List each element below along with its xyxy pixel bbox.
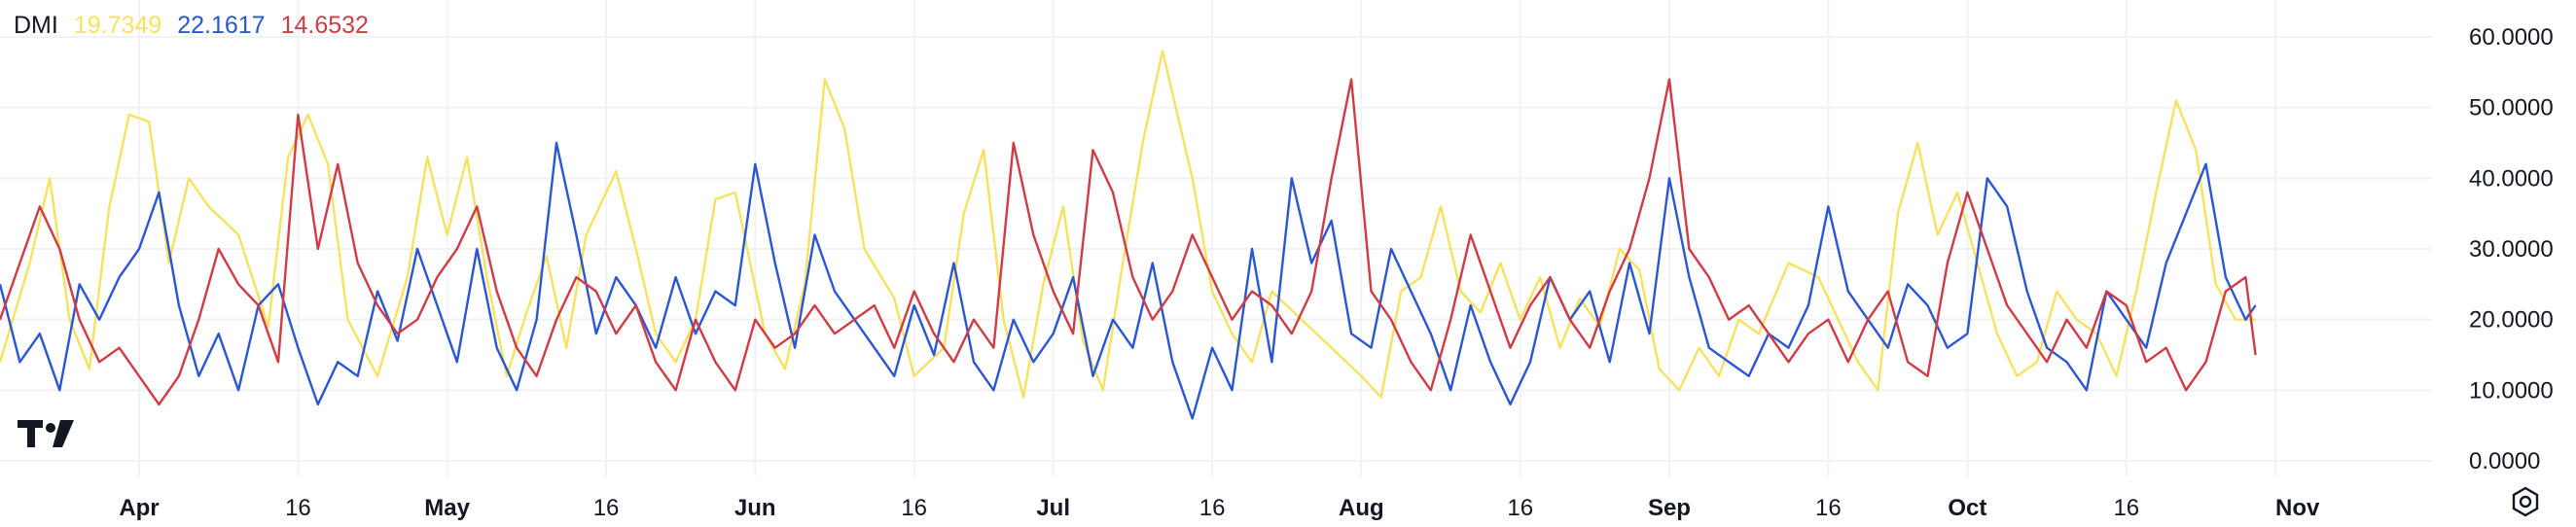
- x-tick-label: Jun: [734, 495, 776, 521]
- x-tick-label: Apr: [119, 495, 159, 521]
- x-tick-label: 16: [2113, 495, 2139, 521]
- plus-di-line: [0, 141, 2257, 420]
- x-tick-label: 16: [1507, 495, 1533, 521]
- chart-grid: [0, 0, 2432, 476]
- plus-di-value: 22.1617: [177, 12, 266, 39]
- minus-di-line: [0, 78, 2257, 406]
- y-tick-label: 0.0000: [2469, 448, 2540, 474]
- x-tick-label: Oct: [1948, 495, 1986, 521]
- y-tick-label: 60.0000: [2469, 24, 2554, 51]
- settings-gear-icon[interactable]: [2510, 486, 2541, 522]
- x-axis: Apr 16 May 16 Jun 16 Jul 16 Aug 16 Sep 16 Oct 16 Nov: [119, 495, 2320, 521]
- x-tick-label: Aug: [1339, 495, 1384, 521]
- y-tick-label: 10.0000: [2469, 377, 2554, 404]
- series-lines: [0, 50, 2257, 420]
- x-tick-label: 16: [285, 495, 311, 521]
- adx-value: 19.7349: [73, 12, 162, 39]
- indicator-legend[interactable]: DMI 19.7349 22.1617 14.6532: [14, 12, 369, 40]
- indicator-name: DMI: [14, 12, 58, 39]
- y-tick-label: 30.0000: [2469, 236, 2554, 263]
- x-tick-label: Sep: [1648, 495, 1691, 521]
- y-tick-label: 50.0000: [2469, 95, 2554, 122]
- x-tick-label: 16: [1199, 495, 1226, 521]
- tradingview-logo-icon[interactable]: [18, 418, 80, 454]
- y-tick-label: 40.0000: [2469, 165, 2554, 192]
- x-tick-label: Nov: [2275, 495, 2320, 521]
- x-tick-label: Jul: [1036, 495, 1070, 521]
- x-tick-label: May: [424, 495, 470, 521]
- x-tick-label: 16: [593, 495, 620, 521]
- x-tick-label: 16: [901, 495, 927, 521]
- y-tick-label: 20.0000: [2469, 307, 2554, 334]
- minus-di-value: 14.6532: [280, 12, 369, 39]
- y-axis: 60.0000 50.0000 40.0000 30.0000 20.0000 10.00…: [2469, 24, 2554, 474]
- x-tick-label: 16: [1815, 495, 1842, 521]
- adx-line: [0, 50, 2256, 399]
